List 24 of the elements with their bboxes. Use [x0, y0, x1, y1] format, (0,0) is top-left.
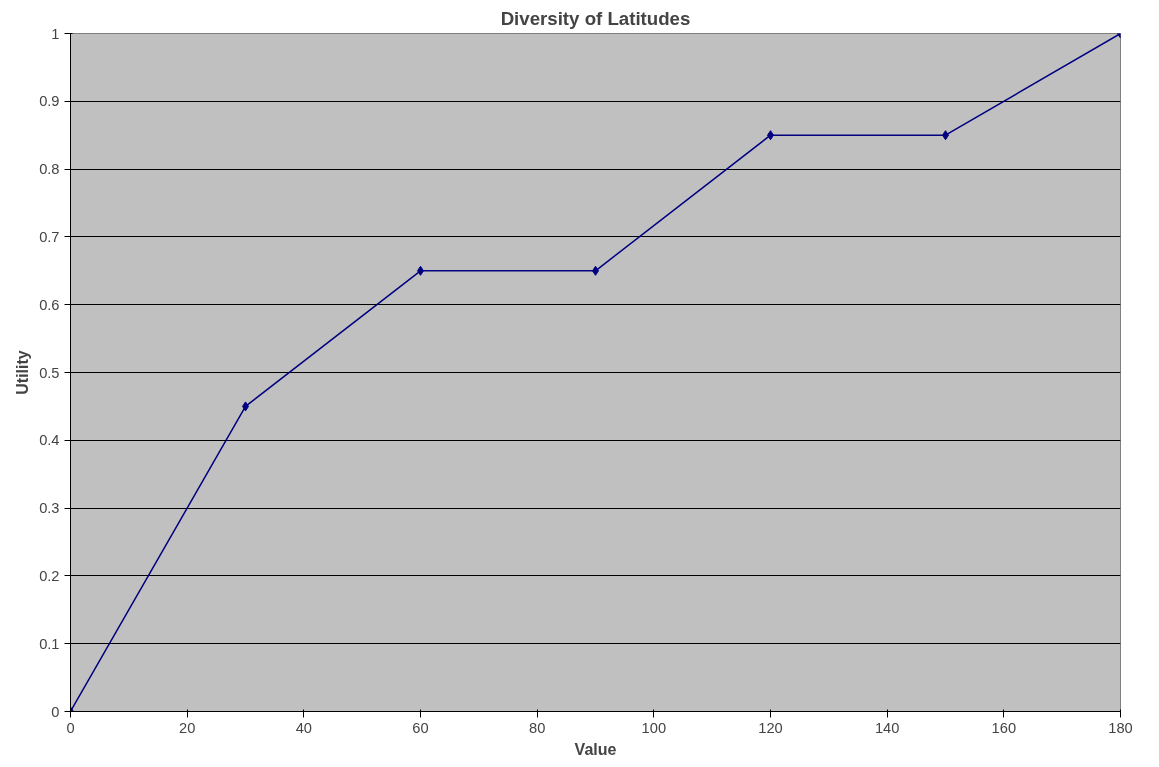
x-tick-label: 80: [529, 719, 546, 736]
chart-title: Diversity of Latitudes: [500, 7, 691, 29]
x-tick-label: 160: [991, 719, 1017, 736]
x-tick-label: 0: [66, 719, 75, 736]
y-tick-label: 0.7: [39, 228, 60, 245]
x-tick-label: 60: [412, 719, 429, 736]
x-tick-label: 100: [641, 719, 667, 736]
y-tick-label: 0.3: [39, 500, 60, 517]
y-tick-label: 0.8: [39, 161, 60, 178]
y-axis-title: Utility: [14, 350, 32, 395]
x-axis-title: Value: [574, 740, 617, 758]
y-tick-label: 0: [51, 703, 60, 720]
y-tick-label: 0.4: [39, 432, 60, 449]
x-tick-label: 180: [1108, 719, 1133, 736]
y-tick-label: 0.6: [39, 296, 60, 313]
x-tick-label: 120: [758, 719, 783, 736]
y-tick-label: 0.2: [39, 567, 60, 584]
x-tick-label: 20: [179, 719, 196, 736]
y-tick-label: 0.1: [39, 635, 60, 652]
y-tick-label: 1: [51, 25, 60, 42]
x-tick-label: 40: [295, 719, 312, 736]
x-tick-label: 140: [874, 719, 900, 736]
y-tick-label: 0.9: [39, 93, 60, 110]
y-tick-label: 0.5: [39, 364, 60, 381]
